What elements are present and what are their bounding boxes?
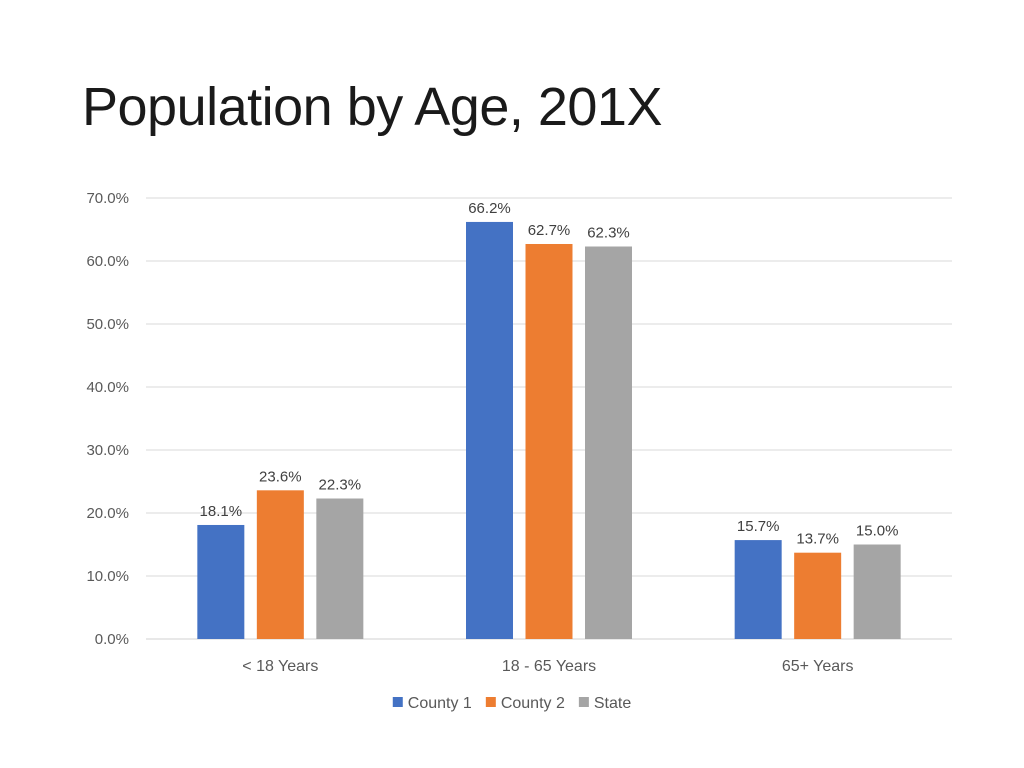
- data-label: 18.1%: [200, 503, 243, 520]
- legend-label: County 2: [501, 695, 565, 712]
- legend-swatch: [485, 697, 496, 707]
- y-axis: 0.0% 10.0% 20.0% 30.0% 40.0% 50.0% 60.0% 70.0%: [86, 190, 129, 648]
- bar-county-2: [256, 490, 304, 639]
- legend-swatch: [392, 697, 403, 707]
- x-tick-label: 65+ Years: [782, 658, 854, 675]
- bar-county-2: [794, 552, 842, 639]
- data-label: 22.3%: [319, 477, 362, 494]
- legend: County 1 County 2 State: [392, 695, 631, 712]
- y-tick-label: 0.0%: [95, 631, 129, 648]
- bar-county-2: [525, 243, 573, 640]
- y-tick-label: 60.0%: [86, 253, 129, 270]
- y-tick-label: 30.0%: [86, 442, 129, 459]
- legend-swatch: [578, 697, 589, 707]
- x-tick-label: 18 - 65 Years: [502, 658, 596, 675]
- y-tick-label: 10.0%: [86, 568, 129, 585]
- chart-title: Population by Age, 201X: [82, 77, 662, 137]
- data-label: 15.7%: [737, 518, 780, 535]
- bar-county-1: [734, 540, 782, 639]
- y-tick-label: 50.0%: [86, 316, 129, 333]
- data-label: 13.7%: [796, 531, 839, 548]
- x-tick-label: < 18 Years: [242, 658, 318, 675]
- legend-label: State: [594, 695, 631, 712]
- data-label: 23.6%: [259, 468, 302, 485]
- legend-label: County 1: [408, 695, 472, 712]
- x-axis: < 18 Years 18 - 65 Years 65+ Years: [242, 658, 853, 675]
- bar-state: [585, 246, 632, 639]
- data-label: 62.3%: [587, 225, 630, 242]
- bar-county-1: [197, 524, 245, 639]
- y-tick-label: 40.0%: [86, 379, 129, 396]
- bar-state: [316, 498, 364, 639]
- y-tick-label: 20.0%: [86, 505, 129, 522]
- data-label: 66.2%: [468, 200, 511, 217]
- data-label: 15.0%: [856, 523, 899, 540]
- bars: [197, 221, 901, 640]
- bar-state: [853, 544, 901, 639]
- bar-county-1: [466, 221, 513, 639]
- data-labels: 18.1% 23.6% 22.3% 66.2% 62.7% 62.3% 15.7% 13.7%…: [200, 200, 899, 548]
- y-tick-label: 70.0%: [86, 190, 129, 207]
- data-label: 62.7%: [528, 222, 571, 239]
